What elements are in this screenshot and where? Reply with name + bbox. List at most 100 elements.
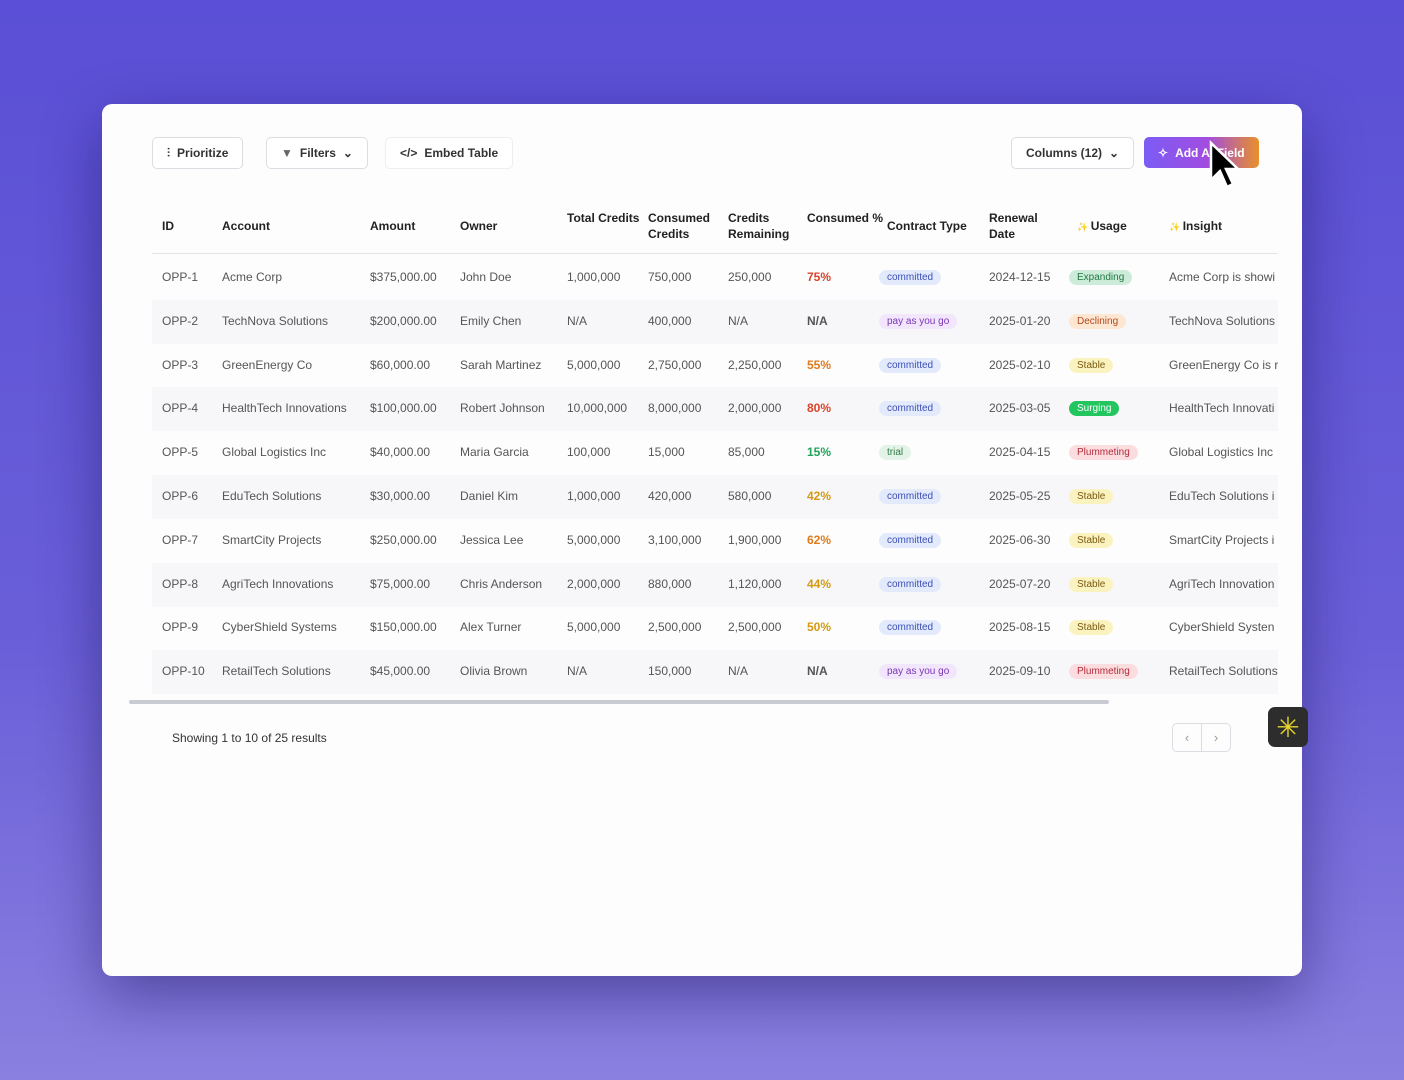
- account-cell: Acme Corp: [222, 270, 283, 284]
- column-header-label: Insight: [1182, 219, 1223, 233]
- column-header-label: ID: [162, 219, 174, 233]
- consumed-credits-cell: 3,100,000: [648, 532, 702, 547]
- id-cell: OPP-5: [162, 445, 199, 460]
- column-header[interactable]: Account: [222, 218, 270, 234]
- sparkle-icon: ✧: [1158, 145, 1169, 160]
- id-cell: OPP-3: [162, 357, 199, 372]
- table-row[interactable]: OPP-7 SmartCity Projects $250,000.00 Jessic…: [152, 519, 1278, 563]
- contract-type-badge-cell: committed: [879, 270, 942, 285]
- total-credits-cell: 5,000,000: [567, 357, 621, 372]
- usage-badge-cell: Stable: [1069, 576, 1114, 592]
- column-header[interactable]: ✨ Insight: [1169, 218, 1222, 235]
- credits-remaining-cell: N/A: [728, 664, 749, 679]
- account-cell: EduTech Solutions: [222, 489, 322, 503]
- renewal-date-cell: 2025-04-15: [989, 445, 1051, 460]
- column-header-label: Usage: [1090, 219, 1127, 233]
- column-header-label: Consumed %: [807, 211, 884, 225]
- usage-badge-cell: Plummeting: [1069, 445, 1138, 461]
- total-credits-cell: 2,000,000: [567, 576, 621, 591]
- consumed-pct-cell: 55%: [807, 357, 832, 372]
- filters-button[interactable]: ▼ Filters ⌄: [266, 137, 368, 169]
- account-cell: TechNova Solutions: [222, 313, 329, 328]
- column-header-label: Account: [222, 219, 270, 233]
- owner-cell: Maria Garcia: [460, 445, 529, 460]
- credits-remaining-cell: N/A: [728, 313, 749, 328]
- insight-cell: GreenEnergy Co is r: [1169, 357, 1278, 372]
- table-row[interactable]: OPP-8 AgriTech Innovations $75,000.00 Chris…: [152, 562, 1278, 607]
- owner-cell: Olivia Brown: [460, 664, 528, 679]
- table-row[interactable]: OPP-6 EduTech Solutions $30,000.00 Daniel K…: [152, 475, 1278, 519]
- prioritize-button[interactable]: ⫶ Prioritize: [152, 137, 244, 169]
- column-header-label: Contract Type: [887, 219, 967, 233]
- account-cell: CyberShield Systems: [222, 620, 337, 635]
- credits-remaining-cell: 2,000,000: [728, 401, 782, 416]
- amount-cell: $40,000.00: [370, 445, 431, 460]
- renewal-date-cell: 2025-05-25: [989, 489, 1051, 503]
- consumed-pct-cell: N/A: [807, 313, 828, 328]
- table-row[interactable]: OPP-5 Global Logistics Inc $40,000.00 Maria…: [152, 431, 1278, 475]
- results-summary: Showing 1 to 10 of 25 results: [172, 731, 327, 745]
- column-header[interactable]: Contract Type: [887, 218, 967, 234]
- previous-page-button[interactable]: ‹: [1184, 730, 1190, 745]
- column-header[interactable]: Consumed Credits: [648, 210, 726, 242]
- usage-badge-cell: Declining: [1069, 313, 1127, 329]
- consumed-pct-cell: 62%: [807, 532, 832, 547]
- column-header[interactable]: Renewal Date: [989, 210, 1067, 242]
- id-cell: OPP-6: [162, 489, 199, 503]
- insight-cell: CyberShield Systen: [1169, 620, 1275, 635]
- embed-table-button[interactable]: </> Embed Table: [385, 137, 514, 169]
- horizontal-scrollbar[interactable]: [129, 700, 1109, 704]
- sparkle-icon: ✨: [1169, 222, 1183, 232]
- table-row[interactable]: OPP-4 HealthTech Innovations $100,000.00 Ro…: [152, 387, 1278, 432]
- usage-badge-cell: Stable: [1069, 357, 1114, 373]
- next-page-button[interactable]: ›: [1201, 724, 1230, 751]
- contract-type-badge-cell: committed: [879, 620, 942, 636]
- amount-cell: $60,000.00: [370, 357, 431, 372]
- column-header[interactable]: Owner: [460, 218, 497, 234]
- pagination: ‹ ›: [1172, 723, 1231, 752]
- amount-cell: $75,000.00: [370, 576, 431, 591]
- columns-button[interactable]: Columns (12) ⌄: [1011, 137, 1135, 169]
- add-ai-field-button[interactable]: ✧ Add AI Field: [1144, 137, 1259, 168]
- table-card: ⫶ Prioritize ▼ Filters ⌄ </> Embed Table Col…: [102, 104, 1302, 976]
- column-header[interactable]: ID: [162, 218, 174, 234]
- table-row[interactable]: OPP-3 GreenEnergy Co $60,000.00 Sarah Marti…: [152, 344, 1278, 388]
- consumed-credits-cell: 880,000: [648, 576, 692, 591]
- column-header[interactable]: Credits Remaining: [728, 210, 806, 242]
- owner-cell: Emily Chen: [460, 313, 522, 328]
- credits-remaining-cell: 1,900,000: [728, 532, 782, 547]
- credits-remaining-cell: 2,500,000: [728, 620, 782, 635]
- column-header-label: Credits Remaining: [728, 211, 790, 241]
- contract-type-badge-cell: pay as you go: [879, 313, 958, 329]
- account-cell: GreenEnergy Co: [222, 357, 313, 372]
- total-credits-cell: N/A: [567, 664, 588, 679]
- insight-cell: RetailTech Solutions: [1169, 664, 1278, 679]
- sparkle-icon: ✨: [1077, 222, 1091, 232]
- column-header[interactable]: Amount: [370, 218, 415, 234]
- table-row[interactable]: OPP-2 TechNova Solutions $200,000.00 Emily …: [152, 299, 1278, 344]
- consumed-pct-cell: 50%: [807, 620, 832, 635]
- table-row[interactable]: OPP-9 CyberShield Systems $150,000.00 Alex …: [152, 606, 1278, 650]
- owner-cell: Chris Anderson: [460, 576, 543, 591]
- renewal-date-cell: 2025-08-15: [989, 620, 1051, 635]
- owner-cell: John Doe: [460, 270, 512, 284]
- column-header[interactable]: Total Credits: [567, 210, 645, 226]
- column-header[interactable]: ✨ Usage: [1077, 218, 1127, 235]
- mouse-cursor-icon: [1209, 140, 1242, 189]
- owner-cell: Daniel Kim: [460, 489, 519, 503]
- table-row[interactable]: OPP-10 RetailTech Solutions $45,000.00 Oliv…: [152, 650, 1278, 694]
- total-credits-cell: 1,000,000: [567, 270, 621, 284]
- total-credits-cell: 100,000: [567, 445, 611, 460]
- table-row[interactable]: OPP-1 Acme Corp $375,000.00 John Doe 1,000,0…: [152, 256, 1278, 300]
- total-credits-cell: N/A: [567, 313, 588, 328]
- amount-cell: $30,000.00: [370, 489, 431, 503]
- contract-type-badge-cell: committed: [879, 532, 942, 548]
- assistant-widget-icon[interactable]: ✳: [1268, 707, 1308, 747]
- column-header[interactable]: Consumed %: [807, 210, 885, 226]
- chevron-down-icon: ⌄: [342, 146, 353, 160]
- account-cell: HealthTech Innovations: [222, 401, 347, 416]
- insight-cell: AgriTech Innovation: [1169, 576, 1275, 591]
- usage-badge-cell: Stable: [1069, 532, 1114, 548]
- consumed-pct-cell: 80%: [807, 401, 832, 416]
- consumed-credits-cell: 8,000,000: [648, 401, 702, 416]
